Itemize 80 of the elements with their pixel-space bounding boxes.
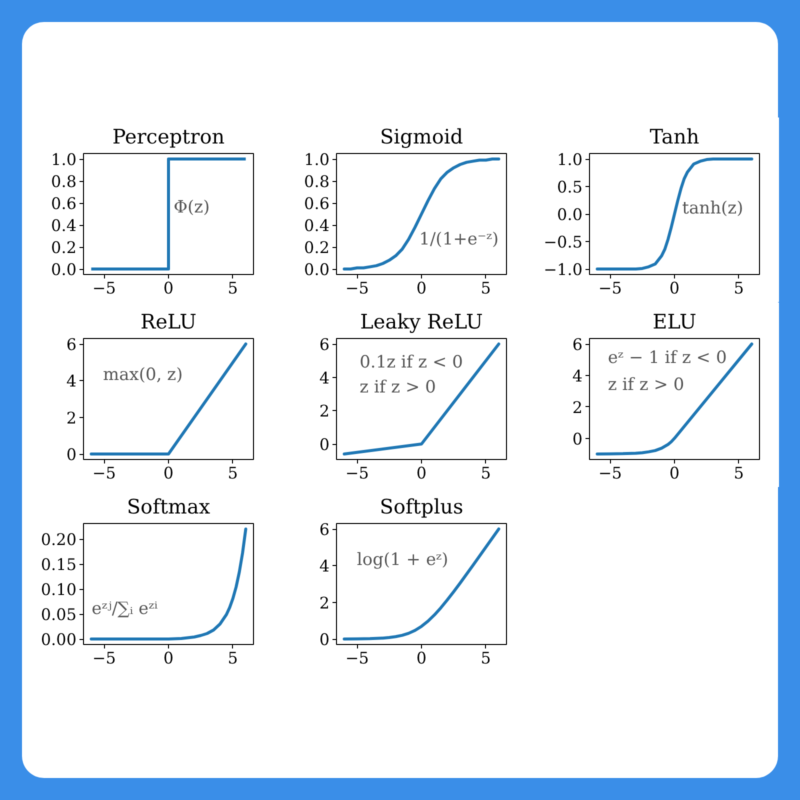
y-tick-label: −1.0 [544,260,583,279]
y-tick-label: 0.8 [304,172,330,191]
y-tick-label: 0.6 [304,194,330,213]
x-tick-label: −5 [345,278,369,298]
y-tick-label: 0.05 [40,605,76,624]
x-tick-label: 0 [163,648,174,668]
y-tick-label: 0.00 [40,630,76,649]
y-tick-label: 6 [319,520,330,539]
x-tick-label: 5 [480,648,491,668]
y-tick-label: 1.0 [557,150,583,169]
y-tick-label: 0.8 [51,172,77,191]
y-tick-label: 1.0 [51,150,77,169]
x-tick-label: −5 [598,464,622,482]
x-tick-label: 0 [669,278,680,298]
y-tick-label: 4 [319,556,330,576]
annotation: tanh(z) [682,198,744,219]
y-tick-label: 0.0 [557,205,583,224]
x-tick-label: 5 [734,464,744,482]
y-tick-label: 0 [319,435,330,454]
x-tick-label: −5 [345,464,369,482]
chart-title: Sigmoid [380,124,464,148]
y-tick-label: 0 [319,630,330,649]
chart-title: ELU [652,310,696,334]
annotation: z if z > 0 [360,377,436,398]
y-tick-label: 0.0 [51,260,77,279]
y-tick-label: 0.6 [51,194,77,213]
annotation: eᶻ − 1 if z < 0 [608,348,727,368]
x-tick-label: 5 [228,648,238,668]
y-tick-label: 6 [66,335,77,354]
y-tick-label: 2 [319,593,330,612]
y-tick-label: 0.4 [304,216,330,235]
chart-title: Softmax [126,494,211,518]
annotation: Φ(z) [174,197,210,218]
chart-title: Leaky ReLU [360,310,483,334]
chart-title: ReLU [140,310,196,334]
annotation: 1/(1+e⁻ᶻ) [419,229,499,250]
y-tick-label: 4 [319,368,330,388]
x-tick-label: −5 [92,278,116,298]
x-tick-label: 5 [228,464,238,482]
x-tick-label: 0 [163,464,174,482]
y-tick-label: 4 [66,372,77,391]
y-tick-label: 0.5 [557,178,583,196]
y-tick-label: 0.4 [51,216,77,235]
x-tick-label: 0 [416,464,427,482]
x-tick-label: −5 [598,278,622,298]
y-tick-label: 0.2 [304,238,330,257]
annotation: z if z > 0 [608,374,684,395]
y-tick-label: 2 [66,408,77,428]
x-tick-label: 5 [228,278,238,298]
annotation: 0.1z if z < 0 [360,352,463,372]
chart-title: Perceptron [112,124,225,148]
y-tick-label: 0.2 [51,238,77,257]
x-tick-label: 0 [163,278,174,298]
y-tick-label: 0.0 [304,260,330,279]
x-tick-label: 0 [416,278,427,298]
y-tick-label: 2 [319,402,330,421]
chart-title: Tanh [650,124,700,148]
y-tick-label: 0 [66,445,77,464]
y-tick-label: −0.5 [544,232,583,252]
x-tick-label: 0 [669,464,680,482]
y-tick-label: 6 [572,335,583,354]
x-tick-label: −5 [345,648,369,668]
annotation: eᶻʲ/∑ᵢ eᶻⁱ [92,599,158,620]
y-tick-label: 4 [572,366,583,386]
y-tick-label: 1.0 [304,150,330,169]
y-tick-label: 2 [572,398,583,417]
annotation: log(1 + eᶻ) [356,550,448,570]
x-tick-label: −5 [92,464,116,482]
y-tick-label: 0 [572,429,583,448]
x-tick-label: 0 [416,648,427,668]
y-tick-label: 0.10 [40,580,76,599]
annotation: max(0, z) [103,365,183,386]
x-tick-label: 5 [480,278,491,298]
chart-title: Softplus [380,494,464,518]
y-tick-label: 0.20 [40,530,76,549]
x-tick-label: 5 [480,464,491,482]
x-tick-label: 5 [734,278,744,298]
x-tick-label: −5 [92,648,116,668]
y-tick-label: 0.15 [40,555,76,574]
y-tick-label: 6 [319,335,330,354]
